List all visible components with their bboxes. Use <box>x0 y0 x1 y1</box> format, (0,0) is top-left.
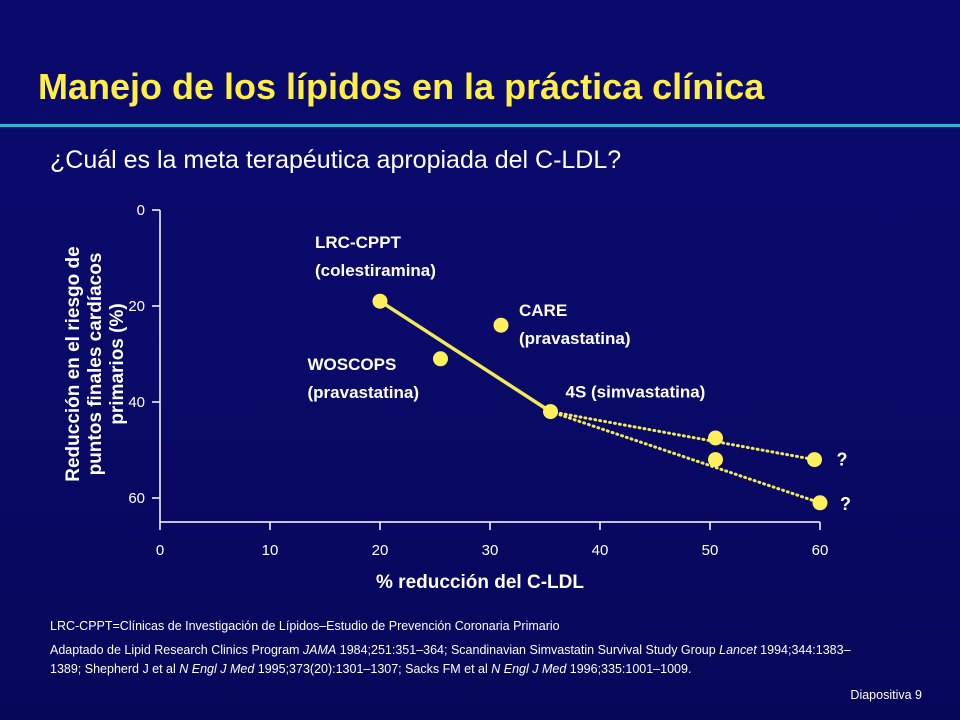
reference-segment: N Engl J Med <box>491 662 567 676</box>
y-tick-label: 40 <box>128 394 145 411</box>
y-axis-label: Reducción en el riesgo de puntos finales… <box>63 214 129 514</box>
y-axis-label-line: puntos finales cardíacos <box>85 252 106 476</box>
title-divider <box>0 124 960 127</box>
slide-subtitle: ¿Cuál es la meta terapéutica apropiada d… <box>50 146 622 174</box>
y-tick-label: 20 <box>128 298 145 315</box>
data-label-woscops: WOSCOPS <box>308 355 397 374</box>
reference-segment: JAMA <box>302 643 337 657</box>
footnote-abbreviation: LRC-CPPT=Clínicas de Investigación de Lí… <box>50 619 560 633</box>
trend-line <box>379 299 552 414</box>
reference-segment: 1995;373(20):1301–1307; Sacks FM et al <box>254 662 492 676</box>
data-label-4s: 4S (simvastatina) <box>566 383 706 402</box>
projection-line <box>549 410 816 462</box>
x-tick-label: 60 <box>812 542 829 559</box>
x-tick-label: 20 <box>372 542 389 559</box>
x-axis-label: % reducción del C-LDL <box>376 572 584 593</box>
data-label-care: CARE <box>519 301 567 320</box>
footnote-references: Adaptado de Lipid Research Clinics Progr… <box>50 641 880 679</box>
y-tick-label: 60 <box>128 490 145 507</box>
slide-number: Diapositiva 9 <box>850 688 922 702</box>
data-point-4s <box>543 404 558 420</box>
data-label-proj-upper-60: ? <box>837 450 848 470</box>
x-tick-label: 40 <box>592 542 609 559</box>
reference-segment: Adaptado de Lipid Research Clinics Progr… <box>50 643 303 657</box>
reference-segment: Lancet <box>719 643 757 657</box>
projection-line <box>549 410 822 505</box>
slide-title: Manejo de los lípidos en la práctica clí… <box>38 66 765 107</box>
y-axis-label-line: Reducción en el riesgo de <box>63 246 84 482</box>
x-tick-label: 0 <box>156 542 164 559</box>
data-point-proj-lower-60 <box>812 495 828 511</box>
data-point-proj-upper-60 <box>807 452 822 468</box>
x-tick-label: 30 <box>482 542 499 559</box>
x-tick-label: 50 <box>702 542 719 559</box>
data-point-lrc-cppt <box>372 293 388 309</box>
data-label-lrc-cppt: LRC-CPPT <box>315 233 402 252</box>
reference-segment: 1996;335:1001–1009. <box>566 662 692 676</box>
x-tick-label: 10 <box>262 542 279 559</box>
data-label-lrc-cppt: (colestiramina) <box>315 261 436 280</box>
reference-segment: 1994;344:1383–1389; Shepherd J et al <box>50 643 851 676</box>
data-label-proj-lower-60: ? <box>840 494 851 514</box>
reference-segment: 1984;251:351–364; Scandinavian Simvastat… <box>336 643 720 657</box>
data-label-woscops: (pravastatina) <box>308 383 419 402</box>
y-tick-label: 0 <box>137 202 145 219</box>
data-point-proj-upper-50 <box>708 430 723 446</box>
reference-segment: N Engl J Med <box>179 662 255 676</box>
data-point-woscops <box>433 351 448 367</box>
data-point-care <box>493 317 509 333</box>
y-axis-label-line: primarios (%) <box>107 303 128 425</box>
data-point-proj-lower-50 <box>708 452 723 468</box>
data-label-care: (pravastatina) <box>519 329 630 348</box>
